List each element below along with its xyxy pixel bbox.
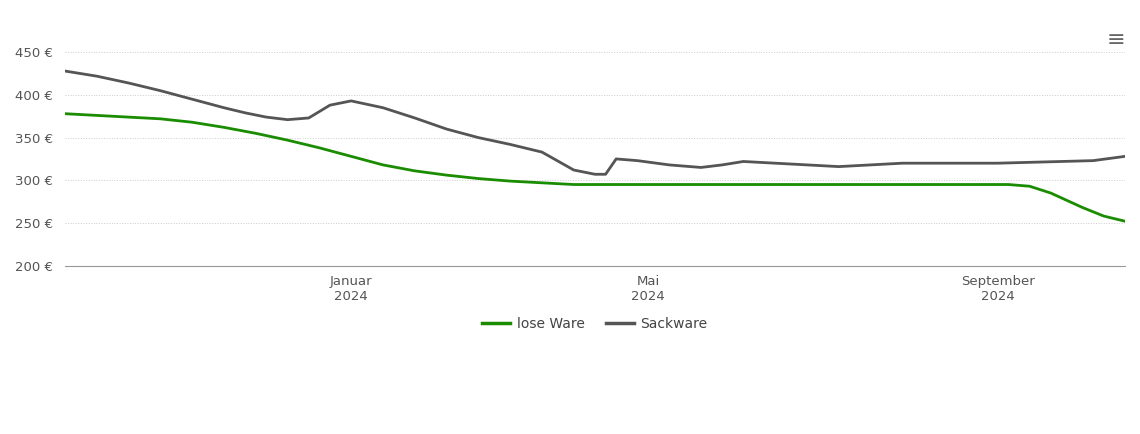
- Text: ≡: ≡: [1107, 30, 1125, 50]
- Legend: lose Ware, Sackware: lose Ware, Sackware: [477, 311, 714, 336]
